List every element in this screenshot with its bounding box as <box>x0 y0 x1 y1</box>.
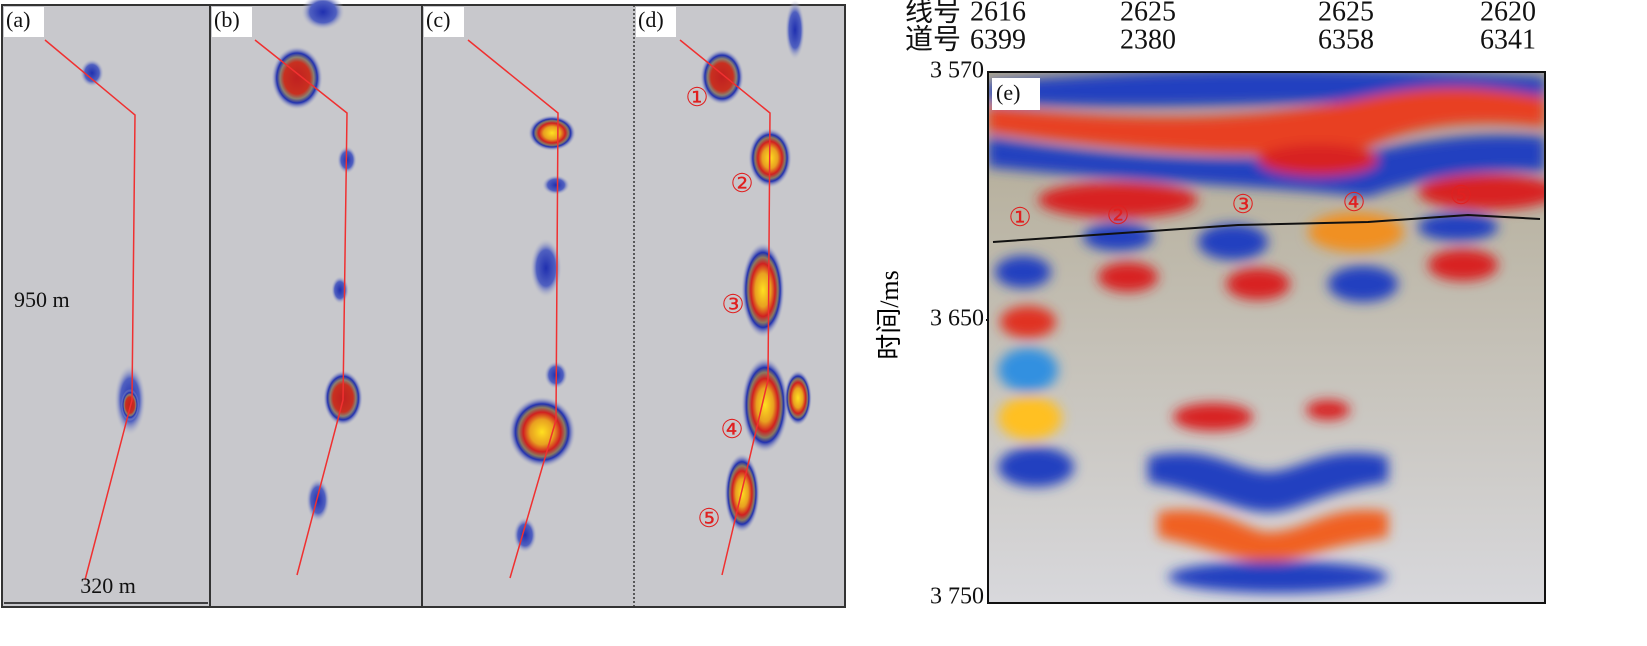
marker: ⑤ <box>697 504 720 533</box>
well-paths <box>44 39 771 581</box>
trace-number: 6341 <box>1480 24 1536 55</box>
y-tick-label: 3 570 <box>930 58 984 84</box>
line-number: 2620 <box>1480 0 1536 27</box>
panel-label: (c) <box>426 7 450 32</box>
trace-number: 6399 <box>970 24 1026 55</box>
panel-label: (e) <box>996 80 1020 105</box>
y-tick-label: 3 650 <box>930 306 984 332</box>
panel-label: (a) <box>6 7 30 32</box>
height-scale: 950 m <box>14 287 70 312</box>
slice-panels: (a) (b) (c) (d) 950 m 320 m ① ② ③ ④ ⑤ <box>1 0 846 608</box>
marker: ① <box>685 83 708 112</box>
marker: ④ <box>720 415 743 444</box>
marker: ① <box>1008 203 1031 232</box>
line-number: 2616 <box>970 0 1026 27</box>
marker: ② <box>730 169 753 198</box>
marker: ③ <box>1231 190 1254 219</box>
seismic-section: 线号 道号 2616 2625 2625 2620 6399 2380 6358… <box>875 0 1546 610</box>
line-header: 线号 <box>905 0 961 27</box>
line-number: 2625 <box>1120 0 1176 27</box>
y-tick-label: 3 750 <box>930 584 984 610</box>
y-axis-label: 时间/ms <box>875 270 904 360</box>
trace-number: 6358 <box>1318 24 1374 55</box>
marker: ② <box>1106 201 1129 230</box>
width-scale: 320 m <box>80 573 136 598</box>
marker: ③ <box>721 290 744 319</box>
trace-header: 道号 <box>905 23 961 55</box>
line-number: 2625 <box>1318 0 1374 27</box>
panel-label-boxes <box>4 7 676 37</box>
panel-label: (d) <box>638 7 664 32</box>
trace-number: 2380 <box>1120 24 1176 55</box>
panel-label: (b) <box>214 7 240 32</box>
marker: ④ <box>1342 188 1365 217</box>
marker: ⑤ <box>1449 181 1472 210</box>
